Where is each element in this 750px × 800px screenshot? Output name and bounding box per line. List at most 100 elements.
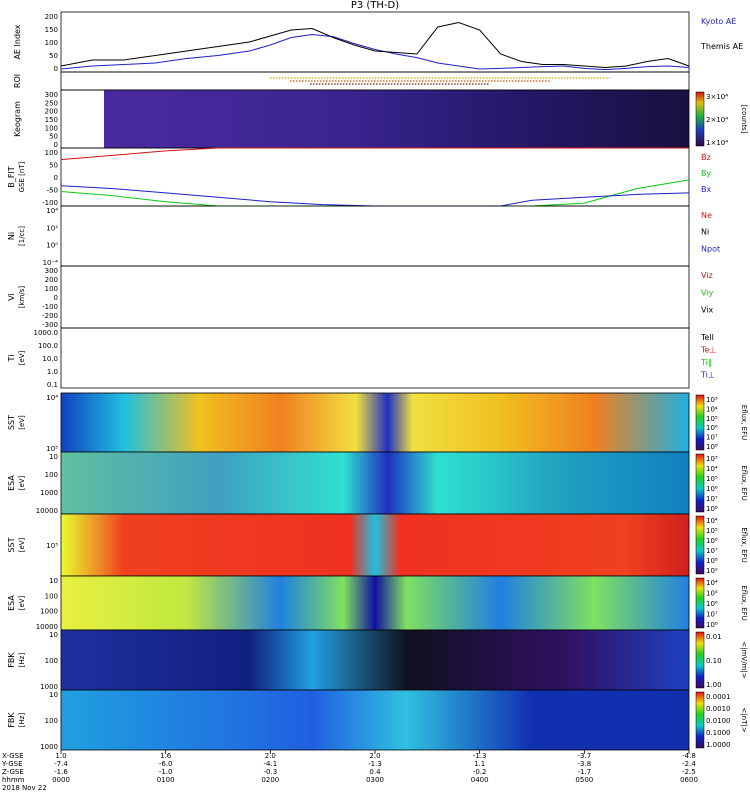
xtick-x-0: 1.0 [55, 752, 66, 760]
cbtick-9-4: 10⁵ [706, 527, 718, 535]
ytick-5-1: -200 [42, 312, 58, 320]
ytick-3-2: 0 [54, 174, 58, 182]
yunits-11: [Hz] [18, 653, 26, 668]
cbtick-7-2: 10⁶ [706, 424, 718, 432]
xtick-y-2: -4.1 [263, 760, 277, 768]
ytick-5-3: 0 [54, 294, 58, 302]
legend-5-1: Viy [701, 288, 714, 297]
ylabel-11: FBK [7, 652, 16, 668]
xtick-y-5: -3.8 [577, 760, 591, 768]
yunits-8: [eV] [18, 475, 26, 490]
cblabel-11: <|mV/m|> [740, 641, 748, 678]
ytick-6-2: 10.0 [42, 355, 58, 363]
ylabel-12: FBK [7, 712, 16, 728]
colorbar-7 [695, 394, 705, 451]
cbtick-8-1: 10⁷ [706, 495, 718, 503]
ytick-0-1: 50 [49, 52, 58, 60]
ytick-11-1: 100 [45, 657, 58, 665]
cbtick-7-4: 10⁴ [706, 405, 718, 413]
cbtick-11-2: 0.01 [706, 633, 722, 641]
ytick-5-4: 100 [45, 285, 58, 293]
cbtick-8-3: 10⁵ [706, 475, 718, 483]
series-3-2 [60, 185, 690, 207]
xtick-y-1: -6.0 [159, 760, 173, 768]
ylabel-1: ROI [13, 74, 22, 88]
xaxis-rowlabel-4: 2018 Nov 22 [2, 784, 47, 792]
legend-3-2: Bx [701, 185, 711, 194]
ytick-10-3: 10 [49, 577, 58, 585]
ytick-4-0: 10⁻⁴ [43, 259, 59, 267]
cblabel-8: Eflux, EFU [740, 465, 748, 500]
xtick-x-5: -3.7 [577, 752, 591, 760]
ytick-7-0: 10⁵ [46, 445, 58, 453]
yunits-12: [Hz] [18, 713, 26, 728]
cbtick-10-3: 10⁵ [706, 590, 718, 598]
colorbar-12 [695, 691, 705, 749]
legend-4-0: Ne [701, 211, 712, 220]
colorbar-2 [695, 91, 705, 147]
ytick-4-1: 10⁰ [46, 242, 58, 250]
ytick-2-5: 250 [45, 99, 58, 107]
ytick-10-2: 100 [45, 592, 58, 600]
cblabel-10: Eflux, EFU [740, 585, 748, 620]
cbtick-7-5: 10³ [706, 396, 718, 404]
legend-0-0: Kyoto AE [701, 17, 736, 26]
ylabel-4: Ni [7, 232, 16, 240]
heatmap-2 [104, 90, 689, 148]
xtick-t-5: 0500 [575, 776, 593, 784]
cbtick-12-0: 1.0000 [706, 741, 731, 749]
cbtick-10-2: 10⁶ [706, 600, 718, 608]
ytick-5-2: -100 [42, 303, 58, 311]
ytick-11-0: 1000 [40, 683, 58, 691]
legend-5-0: Viz [701, 271, 713, 280]
cblabel-9: Eflux, EFU [740, 527, 748, 562]
legend-3-0: Bz [701, 153, 711, 162]
legend-6-1: Te⊥ [700, 346, 716, 355]
ytick-11-2: 10 [49, 631, 58, 639]
cbtick-2-2: 3×10⁴ [706, 93, 728, 101]
ytick-8-0: 10000 [36, 507, 58, 515]
cbtick-12-1: 0.1000 [706, 729, 731, 737]
ytick-2-6: 300 [45, 91, 58, 99]
panel-frame-3 [60, 147, 690, 207]
cbtick-9-3: 10⁶ [706, 537, 718, 545]
xtick-t-3: 0300 [366, 776, 384, 784]
xtick-t-4: 0400 [471, 776, 489, 784]
legend-3-1: By [701, 169, 711, 178]
cbtick-10-0: 10⁸ [706, 621, 718, 629]
heatmap-11 [61, 630, 689, 690]
series-0-0 [60, 33, 690, 71]
heatmap-12 [61, 690, 689, 750]
cblabel-12: <|nT|> [740, 707, 748, 732]
cbtick-12-2: 0.0100 [706, 717, 731, 725]
ytick-6-3: 100.0 [38, 342, 58, 350]
ytick-2-2: 100 [45, 124, 58, 132]
yunits-7: [eV] [18, 415, 26, 430]
cbtick-12-3: 0.0010 [706, 705, 731, 713]
ytick-3-4: 100 [45, 149, 58, 157]
xaxis-rowlabel-3: hhmm [2, 776, 25, 784]
xtick-z-5: -1.7 [577, 768, 591, 776]
colorbar-11 [695, 631, 705, 689]
legend-5-2: Vix [701, 306, 714, 315]
legend-6-3: Ti⊥ [700, 371, 715, 380]
xtick-x-1: 1.6 [160, 752, 172, 760]
cbtick-9-5: 10⁴ [706, 517, 718, 525]
legend-6-2: Ti‖ [700, 358, 712, 367]
ylabel-7: SST [7, 415, 16, 430]
xaxis-rowlabel-2: Z-GSE [2, 768, 24, 776]
ylabel-8: ESA [7, 475, 16, 491]
ytick-10-0: 10000 [36, 623, 58, 631]
ytick-5-5: 200 [45, 276, 58, 284]
xtick-x-6: -4.8 [682, 752, 696, 760]
xtick-x-4: -1.3 [473, 752, 487, 760]
xtick-y-6: -2.4 [682, 760, 696, 768]
colorbar-10 [695, 577, 705, 629]
series-3-0 [60, 147, 689, 161]
ytick-2-0: 0 [54, 141, 58, 149]
panel-frame-5 [60, 265, 690, 329]
cbtick-7-3: 10⁵ [706, 415, 718, 423]
cblabel-2: [counts] [740, 105, 748, 134]
heatmap-7 [61, 393, 689, 452]
xtick-y-0: -7.4 [54, 760, 68, 768]
